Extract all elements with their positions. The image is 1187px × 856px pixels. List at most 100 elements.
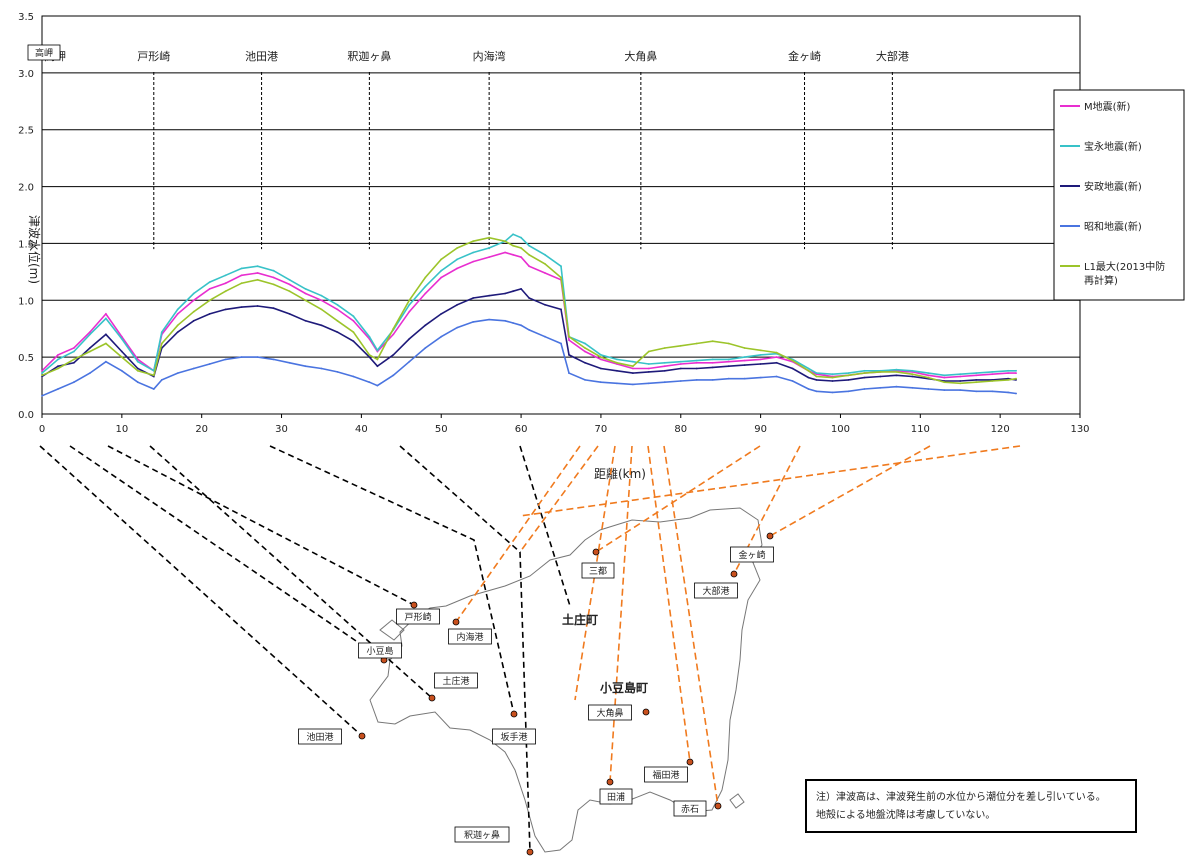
data-point bbox=[1015, 392, 1017, 395]
y-axis: 0.0 0.5 1.0 1.5 2.0 2.5 3.0 3.5 bbox=[18, 12, 34, 421]
data-point bbox=[368, 354, 371, 356]
data-point bbox=[488, 318, 490, 321]
data-point bbox=[895, 371, 898, 373]
data-point bbox=[192, 367, 195, 370]
data-point bbox=[632, 365, 634, 368]
place-labels: 金ヶ崎大部港戸形崎土庄港池田港内海港坂手港大角鼻田浦釈迦ヶ鼻高岬小豆島福田港赤石… bbox=[27, 44, 774, 843]
data-point bbox=[392, 333, 395, 336]
data-point bbox=[504, 240, 506, 243]
data-point bbox=[528, 253, 530, 256]
data-point bbox=[759, 376, 762, 379]
data-point bbox=[57, 354, 59, 356]
data-point bbox=[224, 308, 227, 311]
data-point bbox=[927, 372, 930, 374]
data-point bbox=[568, 354, 570, 356]
place-label-box bbox=[581, 562, 615, 579]
data-point bbox=[679, 363, 682, 365]
data-point bbox=[1007, 379, 1009, 381]
data-point bbox=[911, 375, 914, 378]
y-tick-label: 3.0 bbox=[18, 69, 34, 80]
data-point bbox=[376, 384, 379, 387]
data-point bbox=[392, 374, 395, 377]
data-point bbox=[927, 388, 930, 390]
data-point bbox=[336, 319, 339, 322]
data-point bbox=[512, 244, 514, 247]
legend-label: 安政地震(新) bbox=[1084, 180, 1142, 193]
data-point bbox=[192, 319, 195, 322]
data-point bbox=[504, 292, 506, 295]
data-point bbox=[472, 321, 475, 323]
data-point bbox=[105, 342, 107, 345]
data-point bbox=[256, 278, 259, 281]
leader-lines-orange bbox=[455, 445, 1021, 807]
place-label: 金ヶ崎 bbox=[738, 549, 765, 561]
data-point bbox=[991, 371, 994, 373]
data-point bbox=[376, 365, 379, 368]
data-point bbox=[528, 265, 530, 268]
data-point bbox=[120, 369, 123, 372]
data-point bbox=[847, 390, 850, 393]
data-point bbox=[41, 369, 43, 372]
data-point bbox=[105, 313, 107, 315]
place-label: 高岬 bbox=[35, 47, 53, 59]
data-point bbox=[160, 342, 163, 345]
data-point bbox=[544, 335, 546, 338]
x-tick-label: 60 bbox=[515, 424, 528, 435]
data-point bbox=[272, 276, 275, 279]
data-point bbox=[895, 385, 898, 388]
place-label: 土庄港 bbox=[442, 675, 469, 687]
place-label: 赤石 bbox=[681, 804, 699, 815]
data-point bbox=[352, 331, 355, 333]
place-label-box bbox=[694, 582, 738, 599]
data-point bbox=[647, 363, 650, 365]
data-point bbox=[991, 390, 994, 393]
series-line bbox=[41, 287, 1017, 382]
data-point bbox=[440, 335, 443, 338]
data-point bbox=[376, 358, 379, 361]
data-point bbox=[376, 349, 379, 352]
data-point bbox=[304, 288, 307, 290]
data-point bbox=[288, 278, 291, 281]
data-point bbox=[336, 371, 339, 373]
data-point bbox=[512, 253, 514, 256]
data-point bbox=[240, 274, 243, 277]
data-point bbox=[472, 251, 475, 254]
legend-label: 再計算) bbox=[1084, 274, 1118, 287]
place-label: 戸形崎 bbox=[404, 611, 431, 623]
data-point bbox=[176, 372, 179, 374]
data-point bbox=[727, 365, 730, 368]
data-point bbox=[647, 371, 650, 373]
data-point bbox=[512, 233, 514, 236]
x-tick-label: 90 bbox=[754, 424, 767, 435]
data-point bbox=[743, 364, 746, 366]
data-point bbox=[504, 251, 506, 254]
data-point bbox=[136, 381, 139, 384]
data-point bbox=[959, 382, 962, 385]
data-point bbox=[240, 356, 243, 358]
data-point bbox=[352, 315, 355, 318]
data-point bbox=[791, 380, 794, 382]
data-point bbox=[847, 379, 850, 381]
place-label-box bbox=[673, 800, 707, 817]
y-tick-label: 0.5 bbox=[18, 353, 34, 364]
data-point bbox=[89, 347, 91, 349]
data-point bbox=[879, 371, 882, 373]
data-point bbox=[679, 380, 682, 382]
data-point bbox=[695, 359, 698, 362]
data-point bbox=[456, 267, 459, 270]
data-point bbox=[600, 367, 602, 370]
data-point bbox=[160, 331, 163, 333]
data-point bbox=[759, 363, 762, 365]
data-point bbox=[616, 358, 618, 361]
data-point bbox=[73, 350, 75, 353]
data-point bbox=[57, 365, 59, 368]
data-point bbox=[711, 358, 714, 361]
data-point bbox=[208, 363, 211, 365]
data-point bbox=[943, 374, 946, 377]
place-label-box bbox=[454, 826, 510, 843]
data-point bbox=[584, 379, 586, 381]
data-point bbox=[440, 313, 443, 315]
legend-label: 昭和地震(新) bbox=[1084, 220, 1142, 233]
data-point bbox=[759, 354, 762, 356]
data-point bbox=[847, 374, 850, 377]
